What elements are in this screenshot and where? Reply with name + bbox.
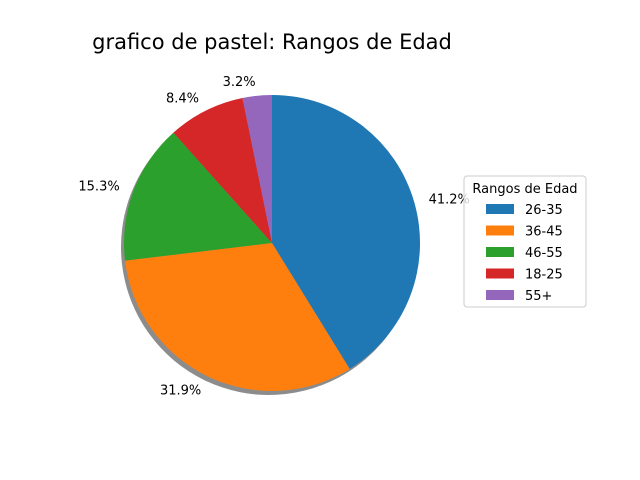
pie-percent-label: 41.2% — [429, 193, 470, 208]
legend-swatch — [486, 247, 514, 257]
pie-percent-label: 31.9% — [160, 384, 201, 399]
legend-label: 26-35 — [525, 203, 563, 218]
pie-percent-labels: 41.2% 31.9% 15.3% 8.4% 3.2% — [78, 75, 470, 399]
pie-percent-label: 15.3% — [78, 179, 119, 194]
pie-slice-18-25 — [173, 97, 272, 244]
chart-title: grafico de pastel: Rangos de Edad — [92, 30, 452, 54]
legend: Rangos de Edad 26-35 36-45 46-55 18-25 55+ — [463, 175, 587, 308]
legend-label: 18-25 — [525, 268, 563, 283]
legend-swatch — [486, 268, 514, 279]
legend-items: 26-35 36-45 46-55 18-25 55+ — [486, 203, 563, 304]
pie-slice-55plus — [242, 95, 272, 243]
legend-swatch — [486, 225, 514, 236]
pie-percent-label: 3.2% — [223, 75, 256, 90]
legend-title: Rangos de Edad — [472, 182, 577, 197]
pie-slices — [124, 95, 420, 391]
pie-slice-26-35 — [272, 95, 420, 369]
pie-slice-46-55 — [124, 132, 272, 261]
legend-label: 36-45 — [525, 225, 563, 240]
legend-label: 55+ — [525, 289, 552, 304]
pie-percent-label: 8.4% — [166, 91, 199, 106]
pie-slice-36-45 — [125, 243, 350, 391]
legend-swatch — [486, 290, 514, 300]
legend-label: 46-55 — [525, 246, 563, 261]
legend-swatch — [486, 204, 514, 214]
